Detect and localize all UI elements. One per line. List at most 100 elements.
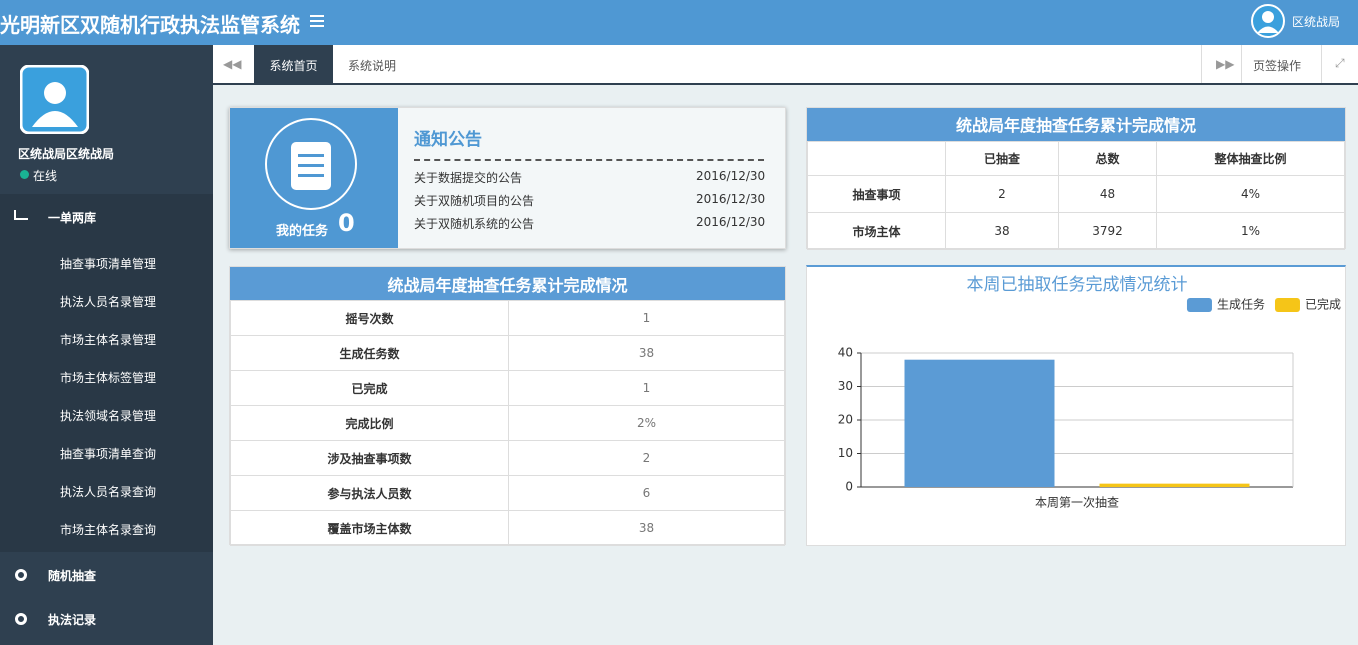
row: 已完成 1: [230, 370, 785, 406]
tab-actions[interactable]: 页签操作: [1241, 45, 1321, 83]
row-label: 参与执法人员数: [230, 475, 509, 511]
row: 完成比例 2%: [230, 405, 785, 441]
profile-avatar: [20, 65, 89, 134]
legend-swatch: [1274, 298, 1300, 312]
summary-panel: 统战局年度抽查任务累计完成情况 已抽查 总数 整体抽查比例 抽查事项 2 48 4% 市场…: [806, 107, 1346, 250]
row-label: 涉及抽查事项数: [230, 440, 509, 476]
cell: 4%: [1156, 175, 1345, 213]
row-label: 已完成: [230, 370, 509, 406]
cell: 1%: [1156, 212, 1345, 250]
column-header: 总数: [1058, 141, 1157, 176]
submenu-item[interactable]: 市场主体名录管理: [60, 333, 157, 347]
fullscreen[interactable]: ⤢: [1321, 45, 1358, 83]
menu-item[interactable]: 执法记录: [48, 613, 97, 627]
profile-name: 区统战局区统战局: [18, 147, 115, 161]
user-avatar[interactable]: [1251, 4, 1285, 38]
notice-date: 2016/12/30: [696, 215, 766, 229]
cell: [807, 141, 946, 176]
header-row: 已抽查 总数 整体抽查比例: [807, 141, 1345, 176]
menu-group: 一单两库 抽查事项清单管理 执法人员名录管理 市场主体名录管理 市场主体标签管理…: [0, 194, 213, 552]
legend-label: 生成任务: [1217, 297, 1265, 312]
task-notice-panel: 我的任务 0 通知公告 关于数据提交的公告 2016/12/30 关于双随机项目…: [229, 107, 786, 249]
menu-icon: [14, 210, 28, 220]
x-tick-label: 本周第一次抽查: [1035, 496, 1119, 510]
stats-table: 摇号次数 1 生成任务数 38 已完成 1 完成比例 2% 涉及抽查事项数 2 参与执法人员数 6 覆盖…: [230, 300, 785, 546]
row-label: 生成任务数: [230, 335, 509, 371]
y-tick-label: 30: [838, 379, 853, 393]
menu-item[interactable]: 一单两库: [48, 211, 97, 225]
tab[interactable]: 系统说明: [348, 59, 397, 73]
header: 光明新区双随机行政执法监管系统 区统战局: [0, 0, 1358, 45]
submenu-item[interactable]: 执法人员名录管理: [60, 295, 157, 309]
row-label: 完成比例: [230, 405, 509, 441]
sidebar: 区统战局区统战局 在线 一单两库 抽查事项清单管理 执法人员名录管理 市场主体名…: [0, 45, 213, 645]
task-icon: [265, 118, 357, 210]
status: 在线: [33, 169, 58, 183]
cell: 2: [508, 440, 785, 476]
row-label: 市场主体: [807, 212, 946, 250]
y-tick-label: 20: [838, 413, 853, 427]
legend-swatch: [1186, 298, 1212, 312]
row-label: 抽查事项: [807, 175, 946, 213]
cell: 1: [508, 370, 785, 406]
status-dot: [20, 170, 29, 179]
cell: 38: [508, 335, 785, 371]
bar: [904, 359, 1055, 487]
submenu-item[interactable]: 执法领域名录管理: [60, 409, 157, 423]
submenu-item[interactable]: 抽查事项清单查询: [60, 447, 157, 461]
stats-title: 统战局年度抽查任务累计完成情况: [230, 267, 785, 300]
menu-item[interactable]: 随机抽查: [48, 569, 97, 583]
menu-icon: [15, 613, 27, 625]
row: 涉及抽查事项数 2: [230, 440, 785, 476]
notice-item[interactable]: 关于双随机项目的公告: [414, 194, 535, 208]
cell: 3792: [1058, 212, 1157, 250]
y-tick-label: 40: [838, 346, 853, 360]
tab-active[interactable]: 系统首页: [254, 45, 333, 83]
row: 生成任务数 38: [230, 335, 785, 371]
notice-title: 通知公告: [414, 130, 482, 150]
submenu-item[interactable]: 执法人员名录查询: [60, 485, 157, 499]
row-label: 覆盖市场主体数: [230, 510, 509, 546]
notice-item[interactable]: 关于数据提交的公告: [414, 171, 523, 185]
stats-panel: 统战局年度抽查任务累计完成情况 摇号次数 1 生成任务数 38 已完成 1 完成比例 2% 涉及…: [229, 266, 786, 546]
row: 抽查事项 2 48 4%: [807, 175, 1345, 213]
tab-next[interactable]: ▶▶: [1201, 45, 1241, 83]
menu-toggle[interactable]: [310, 14, 326, 28]
column-header: 已抽查: [945, 141, 1059, 176]
cell: 38: [945, 212, 1059, 250]
cell: 38: [508, 510, 785, 546]
chart-panel: 本周已抽取任务完成情况统计 0 10 20 30 40 已完成 生成任务本周第一次抽查: [806, 265, 1346, 546]
task-card[interactable]: 我的任务 0: [230, 108, 398, 248]
legend-label: 已完成: [1305, 297, 1341, 312]
task-label: 我的任务: [276, 224, 329, 239]
cell: 2%: [508, 405, 785, 441]
row: 摇号次数 1: [230, 300, 785, 336]
summary-table: 已抽查 总数 整体抽查比例 抽查事项 2 48 4% 市场主体 38 3792 1%: [807, 141, 1345, 250]
submenu-item[interactable]: 市场主体标签管理: [60, 371, 157, 385]
divider: [414, 159, 764, 161]
notice-item[interactable]: 关于双随机系统的公告: [414, 217, 535, 231]
cell: 1: [508, 300, 785, 336]
tab-bar: ◀◀ 系统首页 系统说明 ▶▶ 页签操作 ⤢: [213, 45, 1358, 85]
bar: [1099, 483, 1250, 487]
row: 参与执法人员数 6: [230, 475, 785, 511]
cell: 6: [508, 475, 785, 511]
app-title: 光明新区双随机行政执法监管系统: [0, 13, 300, 37]
row-label: 摇号次数: [230, 300, 509, 336]
cell: 2: [945, 175, 1059, 213]
menu-icon: [15, 569, 27, 581]
y-tick-label: 10: [838, 446, 853, 460]
row: 覆盖市场主体数 38: [230, 510, 785, 546]
submenu-item[interactable]: 抽查事项清单管理: [60, 257, 157, 271]
tab-prev[interactable]: ◀◀: [223, 57, 242, 71]
column-header: 整体抽查比例: [1156, 141, 1345, 176]
user-name[interactable]: 区统战局: [1292, 15, 1341, 29]
summary-title: 统战局年度抽查任务累计完成情况: [807, 108, 1345, 141]
task-count: 0: [338, 209, 355, 237]
submenu-item[interactable]: 市场主体名录查询: [60, 523, 157, 537]
notice-date: 2016/12/30: [696, 192, 766, 206]
chart-title: 本周已抽取任务完成情况统计: [967, 275, 1188, 295]
y-tick-label: 0: [845, 480, 853, 494]
